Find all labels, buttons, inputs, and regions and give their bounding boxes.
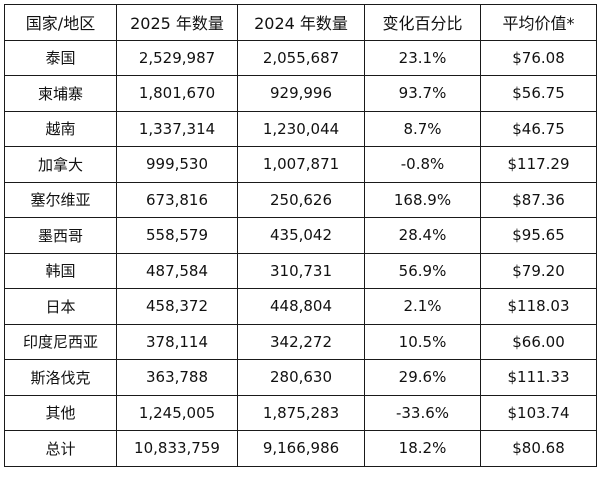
- cell-2024-quantity: 2,055,687: [237, 39, 365, 76]
- cell-percent-change: -33.6%: [364, 394, 481, 431]
- table-row: 泰国 2,529,987 2,055,687 23.1% $76.08: [4, 39, 597, 76]
- cell-country: 总计: [4, 430, 117, 467]
- cell-country: 泰国: [4, 39, 117, 76]
- cell-average-value: $118.03: [480, 288, 597, 325]
- table-total-row: 总计 10,833,759 9,166,986 18.2% $80.68: [4, 430, 597, 467]
- cell-country: 斯洛伐克: [4, 359, 117, 396]
- cell-country: 加拿大: [4, 146, 117, 183]
- cell-2024-quantity: 1,875,283: [237, 394, 365, 431]
- import-volume-table: 国家/地区 2025 年数量 2024 年数量 变化百分比 平均价值* 泰国 2…: [4, 4, 597, 467]
- cell-2024-quantity: 342,272: [237, 323, 365, 360]
- table-row: 斯洛伐克 363,788 280,630 29.6% $111.33: [4, 359, 597, 396]
- cell-2025-quantity: 2,529,987: [116, 39, 238, 76]
- cell-2024-quantity: 9,166,986: [237, 430, 365, 467]
- header-average-value: 平均价值*: [480, 4, 597, 41]
- table-row: 其他 1,245,005 1,875,283 -33.6% $103.74: [4, 394, 597, 431]
- cell-country: 墨西哥: [4, 217, 117, 254]
- cell-percent-change: -0.8%: [364, 146, 481, 183]
- cell-2024-quantity: 435,042: [237, 217, 365, 254]
- table-row: 越南 1,337,314 1,230,044 8.7% $46.75: [4, 110, 597, 147]
- cell-country: 韩国: [4, 252, 117, 289]
- cell-2025-quantity: 487,584: [116, 252, 238, 289]
- cell-average-value: $56.75: [480, 75, 597, 112]
- cell-2025-quantity: 10,833,759: [116, 430, 238, 467]
- cell-average-value: $103.74: [480, 394, 597, 431]
- cell-2025-quantity: 458,372: [116, 288, 238, 325]
- cell-country: 其他: [4, 394, 117, 431]
- table-row: 加拿大 999,530 1,007,871 -0.8% $117.29: [4, 146, 597, 183]
- cell-percent-change: 93.7%: [364, 75, 481, 112]
- header-2024-quantity: 2024 年数量: [237, 4, 365, 41]
- cell-2025-quantity: 378,114: [116, 323, 238, 360]
- cell-percent-change: 56.9%: [364, 252, 481, 289]
- cell-country: 塞尔维亚: [4, 181, 117, 218]
- cell-percent-change: 28.4%: [364, 217, 481, 254]
- cell-country: 日本: [4, 288, 117, 325]
- cell-percent-change: 18.2%: [364, 430, 481, 467]
- cell-2024-quantity: 250,626: [237, 181, 365, 218]
- cell-2024-quantity: 1,007,871: [237, 146, 365, 183]
- header-country: 国家/地区: [4, 4, 117, 41]
- cell-2024-quantity: 448,804: [237, 288, 365, 325]
- cell-2025-quantity: 558,579: [116, 217, 238, 254]
- cell-2025-quantity: 1,337,314: [116, 110, 238, 147]
- table-row: 日本 458,372 448,804 2.1% $118.03: [4, 288, 597, 325]
- cell-country: 印度尼西亚: [4, 323, 117, 360]
- table-row: 印度尼西亚 378,114 342,272 10.5% $66.00: [4, 323, 597, 360]
- cell-2025-quantity: 363,788: [116, 359, 238, 396]
- cell-average-value: $111.33: [480, 359, 597, 396]
- table-row: 韩国 487,584 310,731 56.9% $79.20: [4, 252, 597, 289]
- table-row: 墨西哥 558,579 435,042 28.4% $95.65: [4, 217, 597, 254]
- cell-percent-change: 8.7%: [364, 110, 481, 147]
- cell-2024-quantity: 929,996: [237, 75, 365, 112]
- cell-2024-quantity: 310,731: [237, 252, 365, 289]
- header-percent-change: 变化百分比: [364, 4, 481, 41]
- table-header-row: 国家/地区 2025 年数量 2024 年数量 变化百分比 平均价值*: [4, 4, 597, 41]
- cell-2025-quantity: 1,801,670: [116, 75, 238, 112]
- cell-average-value: $95.65: [480, 217, 597, 254]
- cell-average-value: $117.29: [480, 146, 597, 183]
- cell-country: 越南: [4, 110, 117, 147]
- cell-average-value: $66.00: [480, 323, 597, 360]
- cell-percent-change: 168.9%: [364, 181, 481, 218]
- cell-2025-quantity: 999,530: [116, 146, 238, 183]
- table-row: 塞尔维亚 673,816 250,626 168.9% $87.36: [4, 181, 597, 218]
- cell-average-value: $46.75: [480, 110, 597, 147]
- cell-2024-quantity: 280,630: [237, 359, 365, 396]
- cell-2025-quantity: 673,816: [116, 181, 238, 218]
- data-table-container: 国家/地区 2025 年数量 2024 年数量 变化百分比 平均价值* 泰国 2…: [4, 4, 597, 467]
- cell-2024-quantity: 1,230,044: [237, 110, 365, 147]
- cell-average-value: $87.36: [480, 181, 597, 218]
- table-row: 柬埔寨 1,801,670 929,996 93.7% $56.75: [4, 75, 597, 112]
- cell-average-value: $80.68: [480, 430, 597, 467]
- header-2025-quantity: 2025 年数量: [116, 4, 238, 41]
- cell-percent-change: 10.5%: [364, 323, 481, 360]
- cell-average-value: $79.20: [480, 252, 597, 289]
- cell-country: 柬埔寨: [4, 75, 117, 112]
- cell-percent-change: 2.1%: [364, 288, 481, 325]
- cell-2025-quantity: 1,245,005: [116, 394, 238, 431]
- cell-percent-change: 29.6%: [364, 359, 481, 396]
- cell-average-value: $76.08: [480, 39, 597, 76]
- cell-percent-change: 23.1%: [364, 39, 481, 76]
